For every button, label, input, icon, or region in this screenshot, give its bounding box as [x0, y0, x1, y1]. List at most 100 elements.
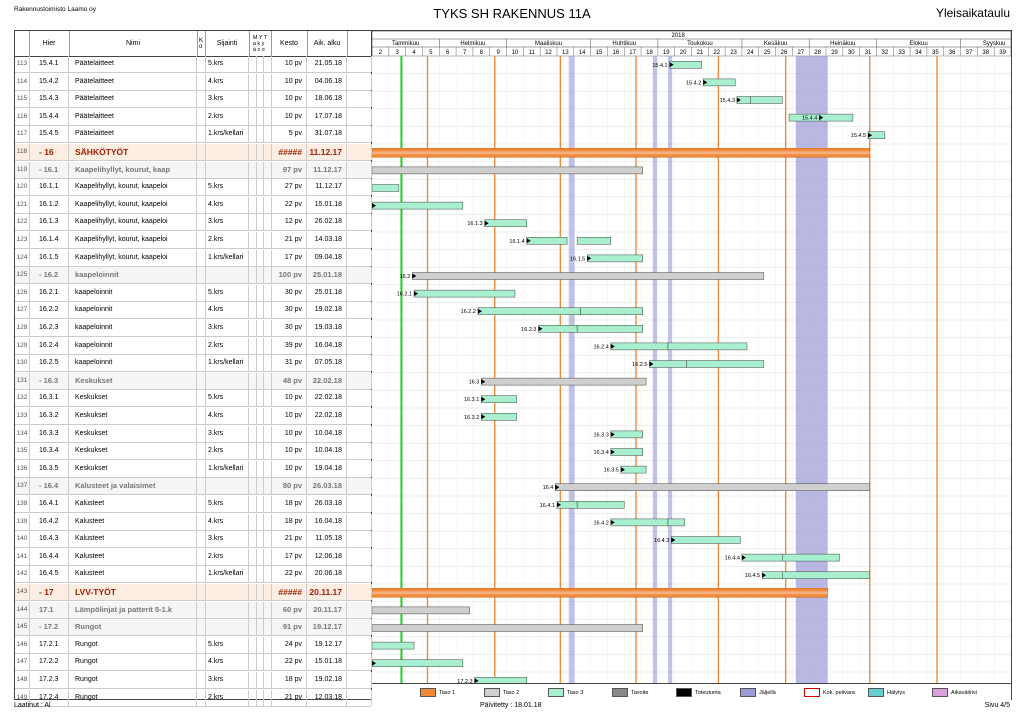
table-row[interactable]: 116 15.4.4 Päätelaitteet 2.krs 10 pv 17.07.18 — [15, 108, 372, 126]
table-row[interactable]: 118- 16 SÄHKÖTYÖT ##### 11.12.17 — [15, 144, 372, 161]
bar-start-marker — [669, 62, 674, 68]
col-hier-header[interactable]: Hier — [29, 31, 70, 56]
bar-label: 16.3.2 — [464, 415, 479, 421]
cell-name: Rungot — [69, 672, 197, 688]
col-ko-header[interactable]: K o — [197, 31, 206, 56]
table-row[interactable]: 138 16.4.1 Kalusteet 5.krs 18 pv 26.03.18 — [15, 496, 372, 513]
table-row[interactable]: 124 16.1.5 Kaapelihyllyt, kourut, kaapeloi… — [15, 249, 372, 267]
cell-start: 12.03.18 — [307, 689, 347, 706]
cell-hier: 16.3.4 — [29, 443, 69, 460]
table-row[interactable]: 130 16.2.5 kaapeloinnit 1.krs/kellari 31 pv 0… — [15, 355, 372, 373]
table-row[interactable]: 125- 16.2 kaapeloinnit 100 pv 25.01.18 — [15, 267, 372, 285]
table-row[interactable]: 142 16.4.5 Kalusteet 1.krs/kellari 22 pv 20.0… — [15, 566, 372, 584]
cell-empty — [256, 73, 264, 90]
company-name: Rakennustoimisto Laamo oy — [14, 6, 97, 13]
cell-empty — [347, 513, 372, 530]
bar-label: 16.1.4 — [509, 239, 524, 245]
cell-empty — [249, 56, 257, 72]
table-row[interactable]: 135 16.3.4 Keskukset 2.krs 10 pv 10.04.18 — [15, 443, 372, 461]
table-row[interactable]: 148 17.2.3 Rungot 3.krs 18 pv 19.02.18 — [15, 672, 372, 689]
table-row[interactable]: 137- 16.4 Kalusteet ja valaisimet 80 pv 26.… — [15, 478, 372, 496]
week-label: 14 — [579, 50, 586, 56]
table-row[interactable]: 139 16.4.2 Kalusteet 4.krs 18 pv 16.04.18 — [15, 513, 372, 531]
cell-start: 20.11.17 — [307, 584, 347, 600]
table-row[interactable]: 140 16.4.3 Kalusteet 3.krs 21 pv 11.05.18 — [15, 531, 372, 549]
table-row[interactable]: 113 15.4.1 Päätelaitteet 5.krs 10 pv 21.05.18 — [15, 56, 372, 73]
week-label: 38 — [982, 50, 989, 56]
table-row[interactable]: 146 17.2.1 Rungot 5.krs 24 pv 19.12.17 — [15, 636, 372, 654]
table-row[interactable]: 134 16.3.3 Keskukset 3.krs 10 pv 10.04.18 — [15, 425, 372, 443]
cell-name: Kaapelihyllyt, kourut, kaapeloi — [69, 214, 197, 231]
cell-empty — [263, 425, 272, 442]
table-row[interactable]: 115 15.4.3 Päätelaitteet 3.krs 10 pv 18.06.18 — [15, 91, 372, 109]
week-label: 37 — [966, 50, 973, 56]
col-num-header[interactable] — [15, 31, 30, 56]
table-row[interactable]: 122 16.1.3 Kaapelihyllyt, kourut, kaapeloi… — [15, 214, 372, 232]
col-duration-header[interactable]: Kesto — [271, 31, 308, 56]
cell-empty — [263, 478, 272, 495]
col-start-header[interactable]: Aik. alku — [307, 31, 348, 56]
table-row[interactable]: 121 16.1.2 Kaapelihyllyt, kourut, kaapeloi… — [15, 196, 372, 214]
cell-empty — [256, 320, 264, 336]
table-row[interactable]: 144 17.1 Lämpölinjat ja patterit 5-1.k 60 p… — [15, 601, 372, 619]
cell-hier: 16.3.1 — [29, 390, 69, 407]
cell-empty — [249, 91, 257, 108]
week-label: 16 — [612, 50, 619, 56]
cell-empty — [197, 214, 206, 231]
table-row[interactable]: 117 15.4.5 Päätelaitteet 1.krs/kellari 5 pv 3… — [15, 126, 372, 144]
month-label: Huhtikuu — [612, 41, 636, 47]
cell-n: 114 — [15, 73, 30, 90]
cell-start: 11.12.17 — [307, 144, 347, 160]
table-row[interactable]: 119- 16.1 Kaapelihyllyt, kourut, kaap 97 p… — [15, 161, 372, 179]
bar-start-marker — [481, 379, 486, 385]
bar-label: 16.2.5 — [632, 362, 647, 368]
legend-swatch — [548, 688, 564, 697]
cell-hier: - 16.4 — [29, 478, 69, 495]
bar-start-marker — [414, 291, 419, 297]
table-row[interactable]: 145- 17.2 Rungot 91 pv 19.12.17 — [15, 619, 372, 637]
week-label: 28 — [814, 50, 821, 56]
table-row[interactable]: 136 16.3.5 Keskukset 1.krs/kellari 10 pv 19.0… — [15, 460, 372, 478]
cell-dur: 48 pv — [271, 372, 307, 389]
col-name-header[interactable]: Nimi — [69, 31, 198, 56]
table-row[interactable]: 114 15.4.2 Päätelaitteet 4.krs 10 pv 04.06.18 — [15, 73, 372, 91]
table-row[interactable]: 126 16.2.1 kaapeloinnit 5.krs 30 pv 25.01.18 — [15, 284, 372, 302]
table-row[interactable]: 123 16.1.4 Kaapelihyllyt, kourut, kaapeloi… — [15, 232, 372, 249]
cell-empty — [249, 108, 257, 125]
cell-empty — [249, 126, 257, 143]
cell-empty — [263, 566, 272, 583]
col-location-header[interactable]: Sijainti — [205, 31, 250, 56]
gantt-bar — [576, 501, 625, 509]
legend-item: Hälytys — [868, 688, 905, 697]
cell-empty — [347, 161, 372, 178]
bar-label: 15.4.2 — [686, 80, 701, 86]
legend-label: Taso 3 — [567, 689, 584, 696]
table-row[interactable]: 143- 17 LVV-TYÖT ##### 20.11.17 — [15, 584, 372, 601]
table-row[interactable]: 120 16.1.1 Kaapelihyllyt, kourut, kaapeloi… — [15, 179, 372, 197]
table-row[interactable]: 132 16.3.1 Keskukset 5.krs 10 pv 22.02.18 — [15, 390, 372, 408]
table-row[interactable]: 133 16.3.2 Keskukset 4.krs 10 pv 22.02.18 — [15, 408, 372, 425]
bar-start-marker — [868, 132, 873, 138]
cell-name: Keskukset — [69, 390, 197, 407]
cell-loc: 4.krs — [205, 196, 249, 213]
cell-empty — [263, 531, 272, 548]
cell-dur: 18 pv — [271, 672, 307, 688]
table-row[interactable]: 129 16.2.4 kaapeloinnit 2.krs 39 pv 16.04.18 — [15, 337, 372, 355]
table-row[interactable]: 147 17.2.2 Rungot 4.krs 22 pv 15.01.18 — [15, 654, 372, 672]
cell-empty — [197, 513, 206, 530]
table-row[interactable]: 149 17.2.4 Rungot 2.krs 21 pv 12.03.18 — [15, 689, 372, 707]
year-label: 2018 — [672, 33, 686, 39]
cell-empty — [197, 126, 206, 143]
table-row[interactable]: 131- 16.3 Keskukset 48 pv 22.02.18 — [15, 372, 372, 390]
col-myt-header[interactable]: M Y T a k y ä s o — [249, 31, 272, 56]
cell-empty — [263, 689, 272, 706]
table-row[interactable]: 127 16.2.2 kaapeloinnit 4.krs 30 pv 19.02.18 — [15, 302, 372, 320]
cell-n: 127 — [15, 302, 30, 319]
gantt-bar — [372, 659, 464, 667]
cell-empty — [263, 91, 272, 108]
week-label: 39 — [999, 50, 1006, 56]
cell-empty — [347, 108, 372, 125]
bar-label: 16.2.3 — [521, 327, 536, 333]
table-row[interactable]: 141 16.4.4 Kalusteet 2.krs 17 pv 12.06.18 — [15, 548, 372, 566]
table-row[interactable]: 128 16.2.3 kaapeloinnit 3.krs 30 pv 19.03.18 — [15, 320, 372, 337]
